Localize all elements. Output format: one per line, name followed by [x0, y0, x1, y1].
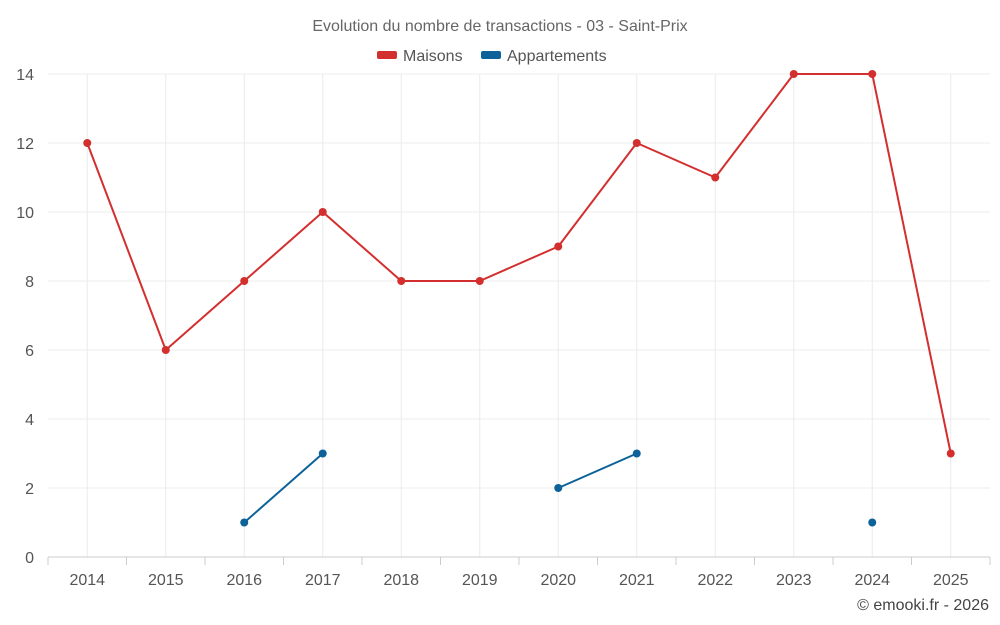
x-tick-label-2015: 2015 [148, 572, 184, 589]
legend-label-appartements: Appartements [507, 48, 607, 65]
y-tick-label-14: 14 [16, 67, 34, 84]
x-tick-label-2014: 2014 [69, 572, 105, 589]
legend-item-appartements[interactable]: Appartements [481, 48, 607, 65]
point-maisons-2016[interactable] [240, 277, 249, 285]
series-line-appartements [243, 452, 324, 524]
y-tick-label-10: 10 [16, 205, 34, 222]
x-tick-label-2019: 2019 [462, 572, 498, 589]
point-maisons-2023[interactable] [789, 70, 798, 78]
point-maisons-2015[interactable] [161, 346, 170, 354]
gridlines [48, 73, 990, 558]
point-appartements-2016[interactable] [240, 518, 249, 527]
x-tick-label-2017: 2017 [305, 572, 341, 589]
y-tick-label-4: 4 [25, 412, 34, 429]
legend-label-maisons: Maisons [403, 48, 463, 65]
series-appartements [240, 449, 877, 527]
point-appartements-2024[interactable] [868, 518, 877, 527]
point-maisons-2022[interactable] [711, 173, 720, 182]
point-appartements-2020[interactable] [554, 484, 563, 492]
point-maisons-2025[interactable] [946, 449, 955, 458]
y-tick-label-0: 0 [25, 550, 34, 567]
x-tick-label-2021: 2021 [619, 572, 655, 589]
legend-swatch-appartements [481, 51, 501, 59]
point-maisons-2020[interactable] [554, 242, 563, 251]
credit-text: © emooki.fr - 2026 [857, 597, 989, 614]
point-maisons-2019[interactable] [475, 277, 484, 285]
point-maisons-2017[interactable] [318, 208, 327, 216]
series-line-maisons [86, 73, 952, 454]
legend-item-maisons[interactable]: Maisons [377, 48, 463, 65]
x-tick-label-2018: 2018 [383, 572, 419, 589]
y-tick-label-2: 2 [25, 481, 34, 498]
series-layer [83, 70, 955, 527]
x-tick-label-2023: 2023 [776, 572, 812, 589]
x-tick-label-2022: 2022 [697, 572, 733, 589]
y-tick-label-8: 8 [25, 274, 34, 291]
point-maisons-2014[interactable] [83, 139, 92, 147]
x-tick-label-2024: 2024 [854, 572, 890, 589]
point-maisons-2018[interactable] [397, 277, 406, 285]
legend-swatch-maisons [377, 51, 397, 59]
point-maisons-2024[interactable] [868, 70, 877, 78]
legend: Maisons Appartements [377, 48, 607, 65]
y-tick-label-12: 12 [16, 136, 34, 153]
point-maisons-2021[interactable] [632, 139, 641, 147]
x-tick-label-2016: 2016 [226, 572, 262, 589]
x-tick-label-2025: 2025 [933, 572, 969, 589]
y-tick-label-6: 6 [25, 343, 34, 360]
chart-title: Evolution du nombre de transactions - 03… [312, 18, 687, 35]
y-axis-ticks: 0 2 4 6 8 10 12 14 [16, 67, 34, 567]
point-appartements-2021[interactable] [632, 449, 641, 458]
x-axis-ticks: 2014 2015 2016 2017 2018 2019 2020 2021 2022 2023… [47, 557, 991, 589]
x-tick-label-2020: 2020 [540, 572, 576, 589]
series-maisons [83, 70, 955, 458]
series-line-appartements [557, 452, 638, 489]
point-appartements-2017[interactable] [318, 449, 327, 458]
